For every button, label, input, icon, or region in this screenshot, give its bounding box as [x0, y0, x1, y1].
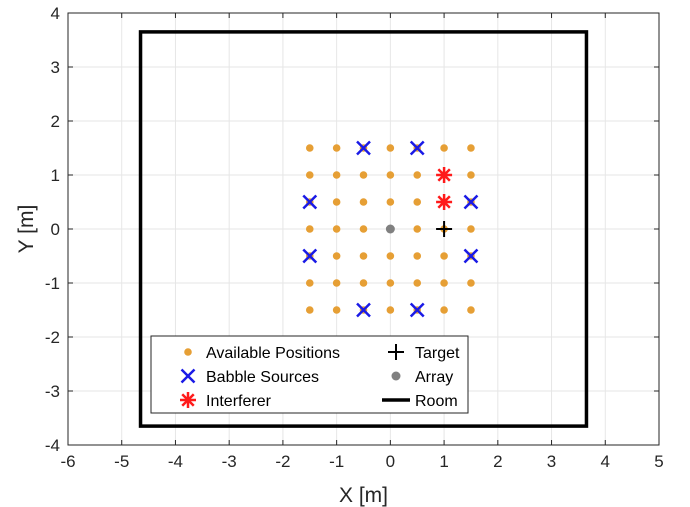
available-position-point	[332, 306, 341, 314]
available-position-point	[305, 279, 314, 287]
x-tick-label: 2	[493, 452, 502, 471]
available-position-point	[413, 279, 422, 287]
available-position-point	[359, 225, 368, 233]
legend: Available Positions Target Babble Sources A…	[150, 335, 469, 414]
available-position-point	[305, 171, 314, 179]
available-position-point	[440, 252, 448, 260]
x-axis-label: X [m]	[339, 484, 388, 507]
available-position-point	[413, 198, 422, 206]
available-position-point	[386, 171, 395, 179]
available-position-point	[386, 279, 395, 287]
data-marks	[302, 140, 479, 318]
available-position-point	[332, 252, 341, 260]
y-axis-label: Y [m]	[15, 205, 38, 254]
legend-entry: Interferer	[180, 392, 272, 410]
legend-label: Target	[415, 345, 460, 362]
x-tick-label: 1	[439, 452, 448, 471]
legend-marker	[184, 348, 192, 356]
y-tick-label: 2	[51, 112, 60, 131]
available-position-point	[305, 306, 314, 314]
babble-source-point	[409, 302, 425, 318]
available-position-point	[413, 252, 422, 260]
babble-source-point	[463, 248, 479, 264]
y-tick-label: -3	[45, 382, 60, 401]
available-position-point	[386, 198, 395, 206]
array-point	[385, 224, 395, 234]
x-tick-label: 4	[601, 452, 610, 471]
legend-marker	[180, 392, 196, 408]
y-tick-label: 3	[51, 58, 60, 77]
legend-label: Array	[415, 369, 453, 386]
available-position-point	[359, 171, 368, 179]
y-tick-label: -2	[45, 328, 60, 347]
available-position-point	[467, 225, 475, 233]
x-tick-label: 5	[654, 452, 663, 471]
legend-entry: Room	[382, 393, 458, 410]
legend-box	[150, 335, 469, 414]
available-position-point	[332, 225, 341, 233]
available-position-point	[359, 279, 368, 287]
babble-source-point	[409, 140, 425, 156]
x-tick-label: -2	[275, 452, 290, 471]
legend-marker	[388, 344, 404, 360]
legend-label: Room	[415, 393, 458, 410]
available-position-point	[413, 225, 422, 233]
available-position-point	[440, 144, 448, 152]
available-position-point	[332, 279, 341, 287]
x-tick-label: -4	[168, 452, 183, 471]
babble-source-point	[302, 194, 318, 210]
available-position-point	[332, 171, 341, 179]
babble-source-point	[302, 248, 318, 264]
x-tick-label: 0	[386, 452, 395, 471]
y-tick-label: -4	[45, 436, 60, 455]
axis-ticks: -6 -5 -4 -3 -2 -1 0 1 2 3 4 5 -4 -3 -2 -1 0 1 2 3 4	[45, 4, 664, 471]
x-tick-label: -1	[329, 452, 344, 471]
x-tick-label: -3	[222, 452, 237, 471]
available-position-point	[386, 144, 395, 152]
interferer-point	[436, 194, 453, 210]
room-rectangle	[138, 30, 589, 428]
y-tick-label: 0	[51, 220, 60, 239]
legend-label: Babble Sources	[206, 369, 319, 386]
room-outline	[138, 30, 589, 428]
available-position-point	[467, 279, 475, 287]
legend-entry: Array	[391, 369, 453, 386]
x-tick-label: -5	[114, 452, 129, 471]
available-position-point	[332, 198, 341, 206]
available-position-point	[440, 306, 448, 314]
x-tick-label: -6	[60, 452, 75, 471]
available-position-point	[386, 252, 395, 260]
legend-label: Available Positions	[206, 345, 340, 362]
legend-label: Interferer	[206, 393, 272, 410]
legend-marker	[391, 371, 401, 381]
y-tick-label: -1	[45, 274, 60, 293]
available-position-point	[386, 306, 395, 314]
legend-marker	[180, 368, 196, 384]
legend-entry: Available Positions	[184, 345, 340, 362]
x-tick-label: 3	[547, 452, 556, 471]
target-point	[436, 221, 453, 237]
interferer-point	[436, 167, 453, 183]
babble-source-point	[356, 302, 371, 318]
available-position-point	[332, 144, 341, 152]
babble-source-point	[356, 140, 371, 156]
y-tick-label: 4	[51, 4, 60, 23]
available-position-point	[359, 198, 368, 206]
available-position-point	[305, 225, 314, 233]
babble-source-point	[463, 194, 479, 210]
available-position-point	[413, 171, 422, 179]
legend-entry: Babble Sources	[180, 368, 319, 386]
available-position-point	[467, 144, 475, 152]
y-tick-label: 1	[51, 166, 60, 185]
available-position-point	[467, 306, 475, 314]
available-position-point	[305, 144, 314, 152]
available-position-point	[440, 279, 448, 287]
available-position-point	[359, 252, 368, 260]
legend-entry: Target	[388, 344, 460, 362]
available-position-point	[467, 171, 475, 179]
